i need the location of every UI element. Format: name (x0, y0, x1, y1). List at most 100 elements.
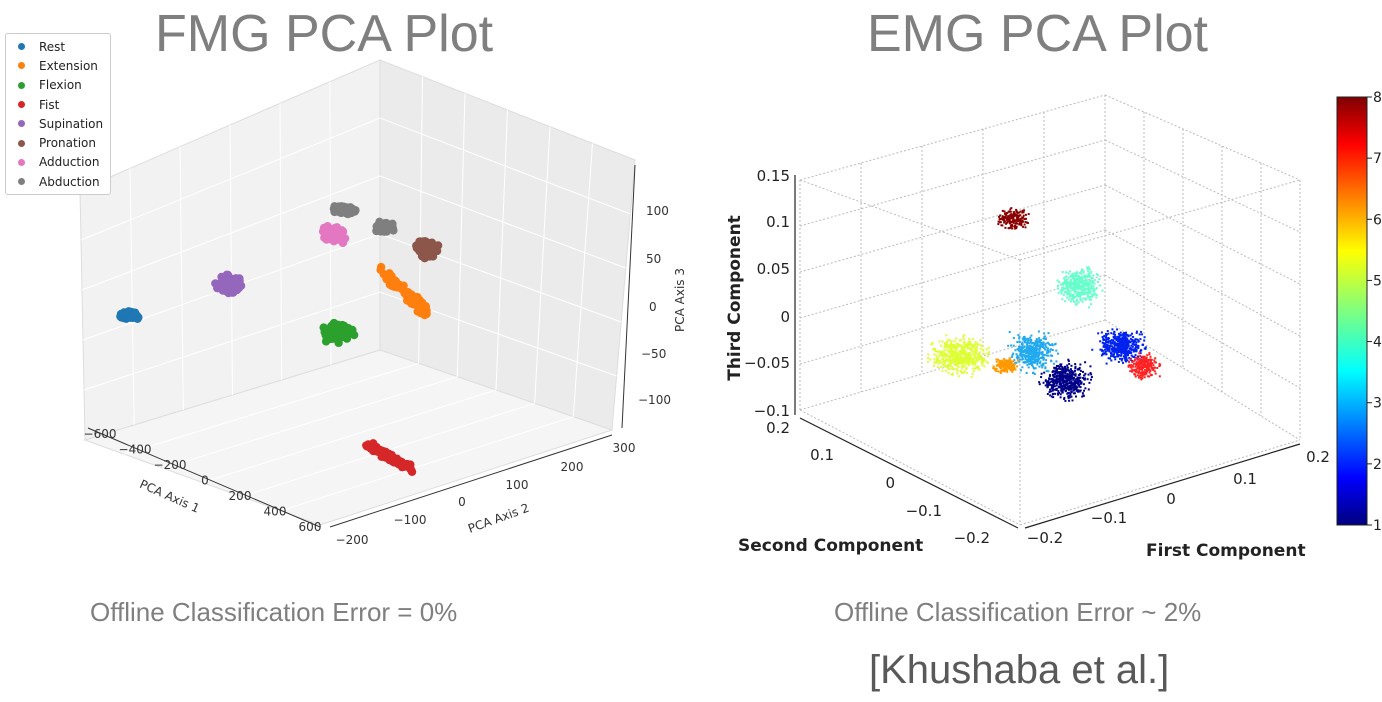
x-axis-line (1024, 443, 1301, 529)
legend-label: Fist (39, 97, 60, 112)
data-point (1004, 359, 1007, 362)
data-point (1072, 389, 1075, 392)
data-point (942, 361, 945, 364)
data-point (933, 358, 936, 361)
data-point (1067, 392, 1070, 395)
data-point (1127, 339, 1130, 342)
data-point (1091, 348, 1094, 351)
data-point (1034, 356, 1037, 359)
data-point (956, 354, 959, 357)
data-point (1129, 337, 1132, 340)
x-axis-line (87, 427, 321, 528)
data-point (974, 341, 977, 344)
data-point (986, 355, 989, 358)
data-point (1143, 366, 1146, 369)
data-point (1154, 372, 1157, 375)
data-point (1134, 375, 1137, 378)
data-point (1131, 360, 1134, 363)
data-point (950, 346, 953, 349)
data-point (1102, 344, 1105, 347)
data-point (975, 358, 978, 361)
data-point (1117, 342, 1120, 345)
data-point (982, 360, 985, 363)
data-point (975, 356, 978, 359)
data-point (1138, 357, 1141, 360)
data-point (951, 350, 954, 353)
data-point (961, 367, 964, 370)
data-point (1013, 214, 1016, 217)
data-point (960, 370, 963, 373)
data-point (1073, 291, 1076, 294)
data-point (1025, 341, 1028, 344)
data-point (1065, 386, 1068, 389)
data-point (1051, 380, 1054, 383)
data-point (1080, 270, 1083, 273)
data-point (1090, 270, 1093, 273)
data-point (941, 355, 944, 358)
data-point (1052, 396, 1055, 399)
data-point (948, 338, 951, 341)
data-point (1112, 333, 1115, 336)
box-edge (1019, 179, 1301, 261)
data-point (1065, 271, 1068, 274)
data-point (948, 356, 951, 359)
data-point (1107, 357, 1110, 360)
colorbar-tick-label: 6 (1373, 212, 1382, 228)
data-point (1138, 367, 1141, 370)
data-point (375, 226, 384, 236)
data-point (1036, 347, 1039, 350)
data-point (327, 321, 336, 331)
data-point (1009, 215, 1012, 218)
data-point (1029, 352, 1032, 355)
data-point (1011, 369, 1014, 372)
data-point (1097, 281, 1100, 284)
data-point (1107, 341, 1110, 344)
data-point (1072, 282, 1075, 285)
data-point (1016, 365, 1019, 368)
box-edge (1019, 439, 1301, 526)
data-point (1062, 286, 1065, 289)
data-point (1006, 370, 1009, 373)
data-point (1121, 357, 1124, 360)
data-point (950, 345, 953, 348)
data-point (1150, 374, 1153, 377)
data-point (1008, 362, 1011, 365)
data-point (999, 214, 1002, 217)
data-point (1091, 276, 1094, 279)
data-point (1032, 365, 1035, 368)
data-point (977, 365, 980, 368)
data-point (1113, 353, 1116, 356)
cluster-class-8 (997, 207, 1030, 230)
data-point (1001, 365, 1004, 368)
data-point (1063, 375, 1066, 378)
data-point (1026, 344, 1029, 347)
data-point (951, 366, 954, 369)
data-point (1153, 366, 1156, 369)
data-point (1077, 379, 1080, 382)
data-point (956, 343, 959, 346)
data-point (1029, 336, 1032, 339)
data-point (1001, 215, 1004, 218)
y-axis-line (329, 434, 613, 528)
data-point (1153, 370, 1156, 373)
data-point (1012, 366, 1015, 369)
data-point (995, 367, 998, 370)
data-point (1061, 387, 1064, 390)
data-point (927, 353, 930, 356)
data-point (1075, 277, 1078, 280)
data-point (1065, 375, 1068, 378)
data-point (1122, 361, 1125, 364)
data-point (1093, 291, 1096, 294)
data-point (971, 337, 974, 340)
data-point (1085, 292, 1088, 295)
data-point (971, 353, 974, 356)
data-point (1025, 350, 1028, 353)
data-point (983, 365, 986, 368)
data-point (1053, 362, 1056, 365)
legend-label: Supination (39, 116, 104, 131)
grid-line (129, 168, 135, 426)
data-point (1158, 375, 1161, 378)
data-point (1047, 381, 1050, 384)
data-point (1070, 371, 1073, 374)
data-point (1037, 358, 1040, 361)
